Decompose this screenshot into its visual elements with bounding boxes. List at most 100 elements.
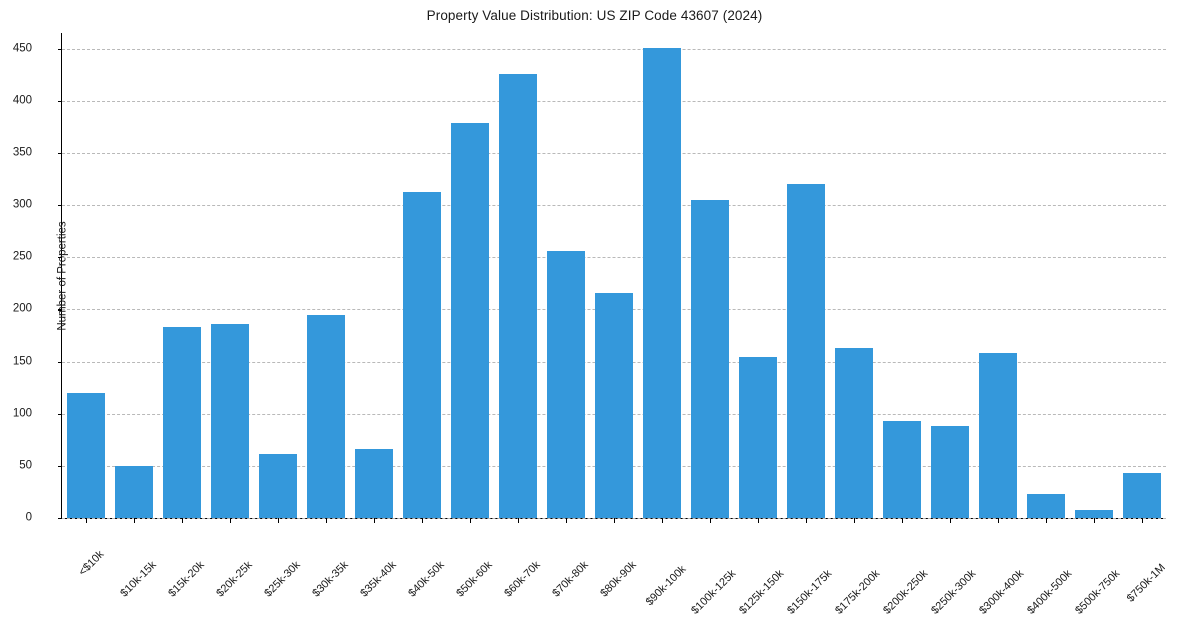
y-tick-mark	[57, 309, 62, 311]
x-tick-label-wrap: $250k-300k	[929, 527, 1019, 617]
bar	[258, 454, 298, 518]
x-tick-label-wrap: $125k-150k	[737, 527, 827, 617]
bar	[210, 324, 250, 518]
gridline	[62, 152, 1166, 154]
y-tick-label: 350	[12, 146, 32, 159]
bar	[930, 426, 970, 518]
x-tick-label: $500k-750k	[1073, 567, 1123, 617]
y-axis-label: Number of Properties	[56, 220, 69, 331]
y-tick-label: 200	[12, 302, 32, 315]
x-tick-label-wrap: $50k-60k	[454, 527, 527, 599]
x-tick-mark	[278, 518, 280, 523]
x-tick-label: $400k-500k	[1025, 567, 1075, 617]
gridline	[62, 48, 1166, 50]
x-tick-label-wrap: $175k-200k	[833, 527, 923, 617]
x-tick-label-wrap: $35k-40k	[358, 527, 431, 599]
x-tick-mark	[182, 518, 184, 523]
x-tick-mark	[1094, 518, 1096, 523]
bar	[882, 421, 922, 518]
y-axis-line	[61, 33, 63, 519]
x-tick-label: $30k-35k	[310, 559, 351, 600]
x-tick-label-wrap: $100k-125k	[689, 527, 779, 617]
x-tick-label: $40k-50k	[406, 559, 447, 600]
y-tick-mark	[57, 205, 62, 207]
x-tick-label-wrap: $40k-50k	[406, 527, 479, 599]
bar	[1074, 509, 1114, 518]
x-tick-label-wrap: $750k-1M	[1125, 527, 1189, 605]
gridline	[62, 257, 1166, 259]
y-tick-mark	[57, 100, 62, 102]
bar	[450, 122, 490, 518]
x-tick-label: $150k-175k	[785, 567, 835, 617]
x-tick-label: $60k-70k	[502, 559, 543, 600]
bar	[978, 353, 1018, 518]
x-tick-label-wrap: $200k-250k	[881, 527, 971, 617]
bar	[306, 314, 346, 518]
y-tick-mark	[57, 465, 62, 468]
x-tick-mark	[614, 518, 616, 523]
x-tick-label-wrap: $10k-15k	[118, 527, 191, 599]
bar	[1026, 494, 1066, 518]
chart-figure: Property Value Distribution: US ZIP Code…	[12, 8, 1168, 617]
y-tick-label: 450	[12, 41, 32, 54]
x-tick-label-wrap: <$10k	[76, 527, 128, 578]
x-tick-label: $80k-90k	[598, 559, 639, 600]
x-tick-mark	[1142, 518, 1144, 523]
y-tick-label: 50	[19, 459, 32, 472]
x-tick-label: $20k-25k	[214, 559, 255, 600]
y-tick-label: 150	[12, 354, 32, 367]
x-tick-label: $90k-100k	[643, 563, 689, 609]
x-tick-mark	[758, 518, 760, 523]
x-tick-mark	[806, 518, 808, 523]
x-tick-mark	[230, 518, 232, 523]
x-tick-label: $300k-400k	[977, 567, 1027, 617]
y-tick-mark	[57, 518, 62, 520]
x-tick-label: $50k-60k	[454, 559, 495, 600]
x-tick-label-wrap: $25k-30k	[262, 527, 335, 599]
x-tick-label-wrap: $20k-25k	[214, 527, 287, 599]
x-tick-label: $200k-250k	[881, 567, 931, 617]
bar	[402, 191, 442, 518]
x-tick-label: $15k-20k	[166, 559, 207, 600]
y-tick-label: 250	[12, 250, 32, 263]
x-tick-label-wrap: $300k-400k	[977, 527, 1067, 617]
x-tick-label: <$10k	[76, 548, 107, 579]
bar	[786, 184, 826, 518]
x-tick-label: $250k-300k	[929, 567, 979, 617]
x-tick-label-wrap: $60k-70k	[502, 527, 575, 599]
y-tick-label: 100	[12, 406, 32, 419]
y-tick-mark	[57, 361, 62, 363]
x-tick-label-wrap: $90k-100k	[644, 527, 725, 608]
x-tick-label-wrap: $30k-35k	[310, 527, 383, 599]
bar	[642, 47, 682, 518]
y-tick-mark	[57, 257, 62, 259]
x-tick-label: $125k-150k	[737, 567, 787, 617]
x-tick-mark	[1046, 518, 1048, 523]
x-tick-label-wrap: $80k-90k	[598, 527, 671, 599]
x-tick-label-wrap: $150k-175k	[785, 527, 875, 617]
x-tick-mark	[710, 518, 712, 523]
bar	[498, 73, 538, 518]
x-tick-label: $175k-200k	[833, 567, 883, 617]
x-tick-mark	[998, 518, 1000, 523]
bar	[690, 199, 730, 518]
x-tick-mark	[374, 518, 376, 523]
x-tick-mark	[950, 518, 952, 523]
x-tick-mark	[326, 518, 328, 523]
x-tick-label-wrap: $400k-500k	[1025, 527, 1115, 617]
x-tick-mark	[134, 518, 136, 523]
y-tick-label: 400	[12, 94, 32, 107]
plot-area: Number of Properties 0 50 100 150 200 250 300 3…	[13, 33, 1168, 616]
x-tick-label: $25k-30k	[262, 559, 303, 600]
x-tick-mark	[662, 518, 664, 523]
bar	[114, 465, 154, 518]
bar	[162, 327, 202, 518]
x-tick-mark	[902, 518, 904, 523]
y-tick-mark	[57, 152, 62, 155]
x-tick-label: $750k-1M	[1124, 561, 1168, 605]
bar	[1122, 473, 1162, 518]
x-tick-label: $70k-80k	[550, 559, 591, 600]
x-tick-mark	[86, 518, 88, 523]
y-tick-mark	[57, 48, 62, 50]
bar	[354, 449, 394, 518]
